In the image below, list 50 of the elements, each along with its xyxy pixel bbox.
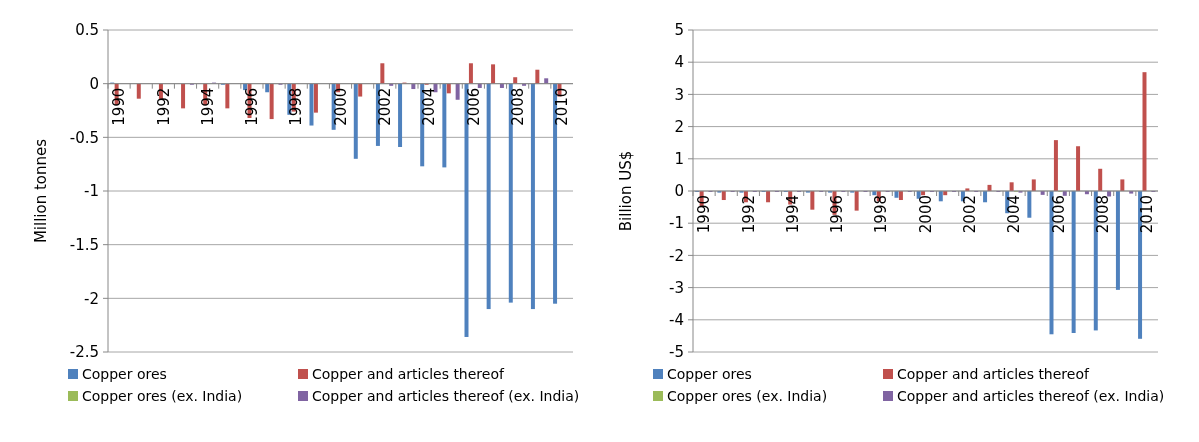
- x-tick-label: 1996: [828, 195, 847, 234]
- y-tick-label: -5: [669, 343, 684, 362]
- legend-label: Copper ores (ex. India): [667, 387, 828, 404]
- legend-label: Copper and articles thereof: [312, 365, 505, 382]
- x-tick-label: 2004: [420, 87, 439, 126]
- x-tick-label: 2008: [508, 87, 527, 126]
- x-tick-label: 1994: [783, 195, 802, 234]
- x-tick-label: 2002: [376, 87, 395, 126]
- x-tick-label: 1998: [287, 87, 306, 126]
- y-tick-label: -1: [84, 182, 99, 201]
- y-tick-label: -3: [669, 278, 684, 297]
- x-tick-label: 1998: [872, 195, 891, 234]
- y-tick-label: 0: [89, 74, 99, 93]
- x-tick-label: 2010: [1138, 195, 1157, 234]
- y-axis-title: Million tonnes: [32, 138, 50, 244]
- y-tick-label: 0: [674, 182, 684, 201]
- legend-label: Copper ores (ex. India): [82, 387, 243, 404]
- y-tick-label: -2: [669, 246, 684, 265]
- y-tick-label: -2.5: [69, 343, 99, 362]
- y-tick-label: -1.5: [69, 235, 99, 254]
- legend-label: Copper ores: [82, 365, 167, 382]
- x-tick-label: 1992: [154, 87, 173, 126]
- y-tick-label: 3: [674, 85, 684, 104]
- legend-label: Copper and articles thereof (ex. India): [897, 387, 1165, 404]
- x-tick-label: 2000: [916, 195, 935, 234]
- y-tick-label: 4: [674, 53, 684, 72]
- x-tick-label: 1996: [243, 87, 262, 126]
- y-tick-label: 2: [674, 117, 684, 136]
- y-axis-title: Billion US$: [617, 150, 635, 232]
- y-tick-label: -2: [84, 289, 99, 308]
- x-tick-label: 1994: [198, 87, 217, 126]
- x-tick-label: 2006: [1049, 195, 1068, 234]
- y-tick-label: -4: [669, 311, 684, 330]
- y-tick-label: -1: [669, 214, 684, 233]
- x-tick-label: 2000: [331, 87, 350, 126]
- x-tick-label: 1990: [110, 87, 129, 126]
- x-tick-label: 2010: [553, 87, 572, 126]
- x-tick-label: 1992: [739, 195, 758, 234]
- x-tick-label: 2008: [1093, 195, 1112, 234]
- x-tick-label: 2002: [961, 195, 980, 234]
- y-tick-label: 5: [674, 21, 684, 40]
- y-tick-label: 1: [674, 150, 684, 169]
- y-tick-label: -0.5: [69, 128, 99, 147]
- legend-label: Copper ores: [667, 365, 752, 382]
- legend-label: Copper and articles thereof: [897, 365, 1090, 382]
- legend-label: Copper and articles thereof (ex. India): [312, 387, 580, 404]
- x-tick-label: 2004: [1005, 195, 1024, 234]
- y-tick-label: 0.5: [75, 21, 99, 40]
- x-tick-label: 2006: [464, 87, 483, 126]
- x-tick-label: 1990: [695, 195, 714, 234]
